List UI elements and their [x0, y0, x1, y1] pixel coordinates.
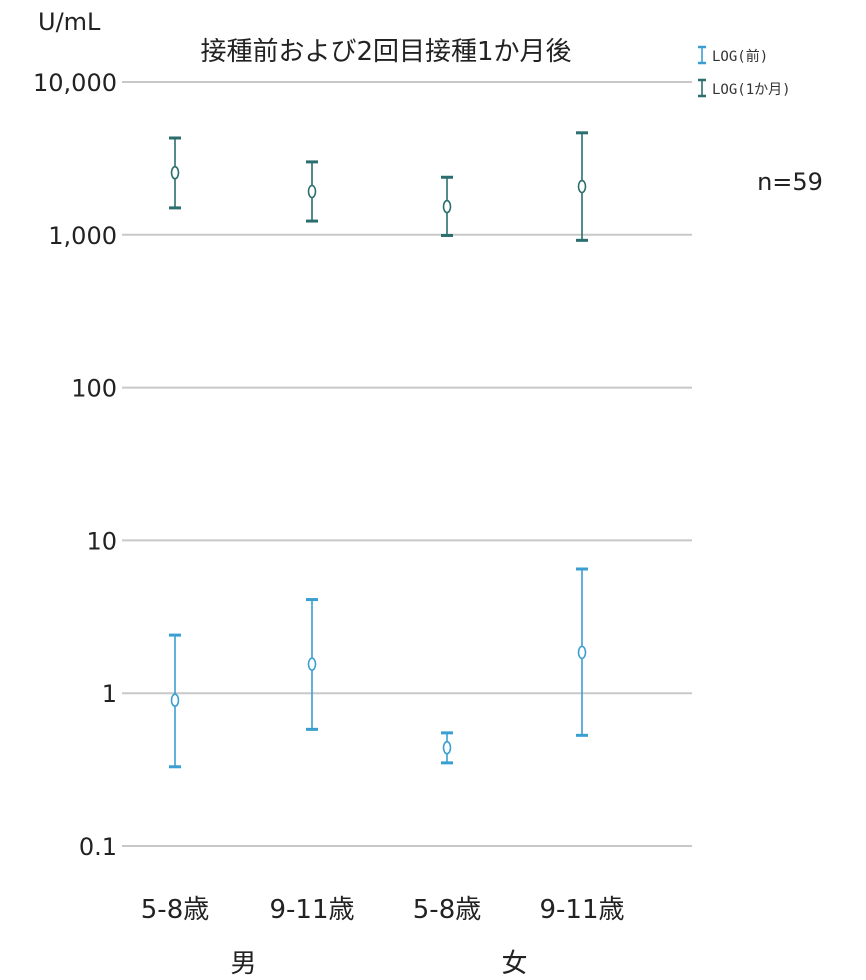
mean-marker — [170, 693, 180, 707]
y-tick-label: 0.1 — [79, 833, 117, 861]
legend-label: LOG(前) — [712, 48, 768, 65]
x-category-label: 9-11歳 — [269, 895, 354, 925]
legend-item: LOG(前) — [698, 45, 768, 65]
y-tick-label: 10 — [86, 527, 117, 555]
series-layer — [169, 131, 588, 769]
y-axis-tick-labels: 0.1 1 10 100 1,000 10,000 — [33, 69, 117, 861]
mean-marker — [307, 184, 317, 199]
x-axis-group-labels: 男女 — [230, 949, 527, 979]
x-group-label: 女 — [501, 949, 527, 979]
y-tick-label: 1,000 — [48, 222, 117, 250]
mean-marker — [577, 179, 587, 194]
gridlines — [122, 81, 692, 847]
x-category-label: 9-11歳 — [539, 895, 624, 925]
mean-marker — [442, 199, 452, 214]
x-axis-category-labels: 5-8歳 9-11歳 5-8歳 9-11歳 — [141, 895, 625, 925]
mean-marker — [170, 165, 180, 180]
y-tick-label: 1 — [102, 680, 117, 708]
sample-size-label: n=59 — [757, 168, 823, 196]
x-category-label: 5-8歳 — [413, 895, 481, 925]
legend-label: LOG(1か月) — [712, 82, 791, 98]
mean-marker — [307, 657, 317, 671]
x-group-label: 男 — [230, 949, 256, 979]
y-tick-label: 100 — [71, 375, 117, 403]
series-after-1-month — [169, 131, 588, 242]
legend: LOG(前) LOG(1か月) — [698, 45, 791, 98]
chart-title: 接種前および2回目接種1か月後 — [200, 37, 571, 67]
mean-marker — [442, 740, 452, 755]
series-before — [169, 567, 588, 769]
x-category-label: 5-8歳 — [141, 895, 209, 925]
y-axis-unit-label: U/mL — [38, 8, 101, 36]
mean-marker — [577, 645, 587, 660]
y-tick-label: 10,000 — [33, 69, 117, 97]
legend-item: LOG(1か月) — [698, 78, 791, 98]
